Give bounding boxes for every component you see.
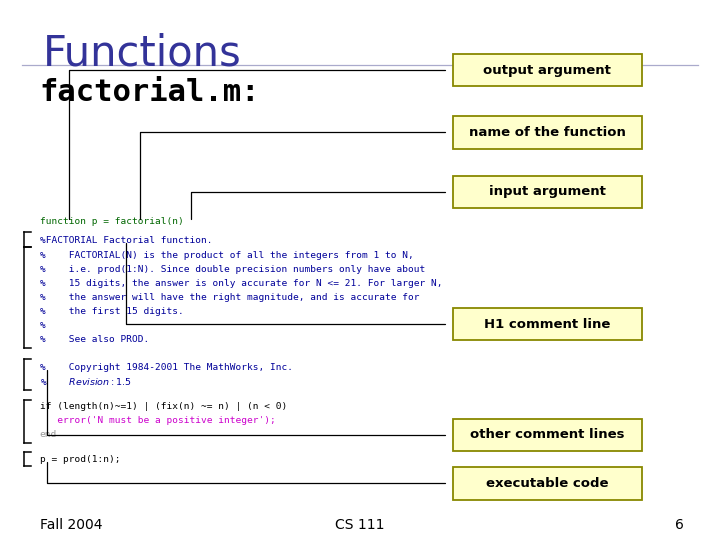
Text: function p = factorial(n): function p = factorial(n) bbox=[40, 217, 184, 226]
Text: %    See also PROD.: % See also PROD. bbox=[40, 335, 149, 344]
Text: error('N must be a positive integer');: error('N must be a positive integer'); bbox=[40, 416, 275, 424]
Text: Fall 2004: Fall 2004 bbox=[40, 518, 102, 532]
Text: p = prod(1:n);: p = prod(1:n); bbox=[40, 455, 120, 463]
Text: %    15 digits, the answer is only accurate for N <= 21. For larger N,: % 15 digits, the answer is only accurate… bbox=[40, 279, 442, 288]
Text: %    i.e. prod(1:N). Since double precision numbers only have about: % i.e. prod(1:N). Since double precision… bbox=[40, 265, 425, 274]
Text: %    Copyright 1984-2001 The MathWorks, Inc.: % Copyright 1984-2001 The MathWorks, Inc… bbox=[40, 363, 292, 372]
Text: CS 111: CS 111 bbox=[336, 518, 384, 532]
FancyBboxPatch shape bbox=[453, 176, 642, 208]
Text: 6: 6 bbox=[675, 518, 684, 532]
Text: %: % bbox=[40, 321, 45, 330]
Text: %    the first 15 digits.: % the first 15 digits. bbox=[40, 307, 184, 316]
Text: input argument: input argument bbox=[489, 185, 606, 198]
Text: output argument: output argument bbox=[483, 64, 611, 77]
FancyBboxPatch shape bbox=[453, 418, 642, 451]
Text: %    FACTORIAL(N) is the product of all the integers from 1 to N,: % FACTORIAL(N) is the product of all the… bbox=[40, 251, 413, 260]
Text: if (length(n)~=1) | (fix(n) ~= n) | (n < 0): if (length(n)~=1) | (fix(n) ~= n) | (n <… bbox=[40, 402, 287, 410]
Text: %FACTORIAL Factorial function.: %FACTORIAL Factorial function. bbox=[40, 236, 212, 245]
FancyBboxPatch shape bbox=[453, 467, 642, 500]
FancyBboxPatch shape bbox=[453, 116, 642, 148]
Text: end: end bbox=[40, 430, 57, 438]
Text: name of the function: name of the function bbox=[469, 126, 626, 139]
Text: H1 comment line: H1 comment line bbox=[484, 318, 611, 330]
Text: %    the answer will have the right magnitude, and is accurate for: % the answer will have the right magnitu… bbox=[40, 293, 419, 302]
FancyBboxPatch shape bbox=[453, 54, 642, 86]
Text: %    $Revision: 1.5 $: % $Revision: 1.5 $ bbox=[40, 376, 132, 387]
FancyBboxPatch shape bbox=[453, 308, 642, 340]
Text: factorial.m:: factorial.m: bbox=[40, 78, 260, 107]
Text: executable code: executable code bbox=[486, 477, 608, 490]
Text: other comment lines: other comment lines bbox=[470, 428, 624, 441]
Text: Functions: Functions bbox=[43, 32, 242, 75]
